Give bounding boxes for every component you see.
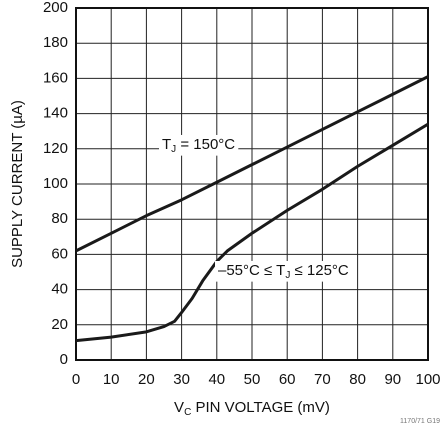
- y-tick-label: 120: [43, 140, 68, 157]
- x-axis-label-part: C: [184, 407, 191, 418]
- annotation-bg: [159, 134, 239, 156]
- y-tick-label: 180: [43, 34, 68, 51]
- data-line: [75, 122, 429, 343]
- plot-frame: [75, 7, 429, 361]
- y-tick-label: 160: [43, 69, 68, 86]
- x-tick-label: 50: [244, 371, 261, 388]
- x-tick-label: 30: [173, 371, 190, 388]
- x-axis-label-part: PIN VOLTAGE (mV): [191, 399, 330, 416]
- annotation-part: ≤ 125°C: [290, 262, 349, 279]
- annotation-part: –55°C ≤ T: [218, 262, 285, 279]
- annotation: TJ = 150°C: [162, 136, 235, 155]
- y-axis-label: SUPPLY CURRENT (µA): [9, 100, 26, 268]
- x-tick-label: 10: [103, 371, 120, 388]
- y-tick-label: 140: [43, 105, 68, 122]
- x-tick-label: 80: [349, 371, 366, 388]
- y-tick-label: 20: [51, 316, 68, 333]
- x-tick-label: 70: [314, 371, 331, 388]
- x-tick-label: 20: [138, 371, 155, 388]
- x-tick-label: 40: [208, 371, 225, 388]
- annotation-part: J: [171, 144, 176, 155]
- x-axis-label: VC PIN VOLTAGE (mV): [174, 399, 330, 418]
- footnote: 1170/71 G19: [400, 418, 440, 425]
- x-tick-label: 60: [279, 371, 296, 388]
- x-tick-label: 0: [72, 371, 80, 388]
- annotation-part: = 150°C: [176, 136, 235, 153]
- x-axis-label-part: V: [174, 399, 184, 416]
- y-tick-label: 40: [51, 281, 68, 298]
- annotation-part: T: [162, 136, 171, 153]
- y-tick-label: 80: [51, 210, 68, 227]
- annotation-bg: [215, 260, 352, 282]
- y-tick-label: 200: [43, 0, 68, 16]
- y-tick-label: 0: [60, 351, 68, 368]
- y-tick-label: 60: [51, 245, 68, 262]
- annotation: –55°C ≤ TJ ≤ 125°C: [218, 262, 349, 281]
- annotation-part: J: [285, 270, 290, 281]
- y-tick-label: 100: [43, 175, 68, 192]
- x-tick-label: 100: [415, 371, 440, 388]
- data-line: [75, 75, 429, 253]
- x-tick-label: 90: [384, 371, 401, 388]
